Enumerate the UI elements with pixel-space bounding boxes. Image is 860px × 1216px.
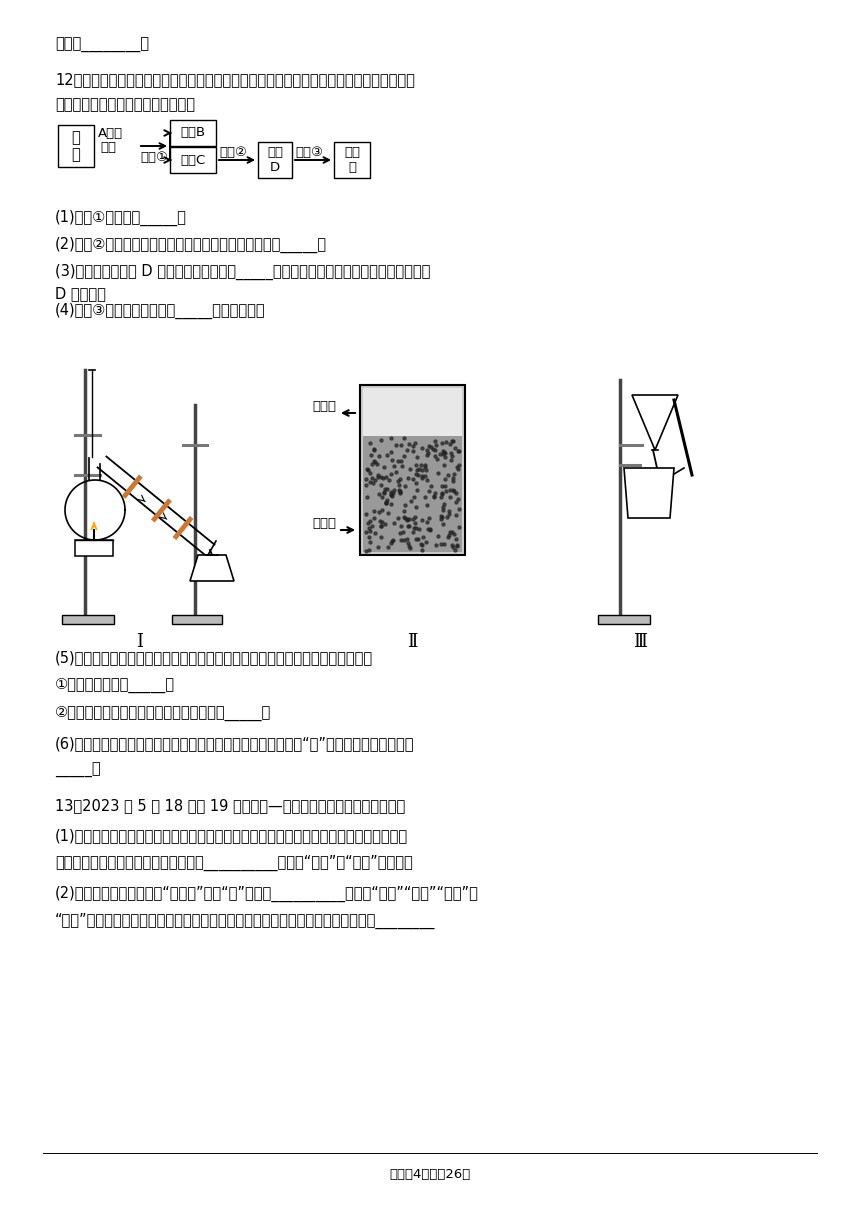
Bar xyxy=(170,147,216,173)
Polygon shape xyxy=(640,413,670,445)
Text: (1)迎接仪式上表演了腰鼓，腰鼓鼓架要求木质坚硬、富有弹性，常见的木材有榆木、楊木: (1)迎接仪式上表演了腰鼓，腰鼓鼓架要求木质坚硬、富有弹性，常见的木材有榆木、楊… xyxy=(55,828,408,843)
Bar xyxy=(58,125,94,167)
Bar xyxy=(598,615,650,624)
Bar xyxy=(334,142,370,178)
Text: (6)矿泉水、蜡馏水、自来水和净化后的雨水都是生活中常见的“水”，其中属于纯净物的是: (6)矿泉水、蜡馏水、自来水和净化后的雨水都是生活中常见的“水”，其中属于纯净物… xyxy=(55,736,415,751)
Text: 液体
D: 液体 D xyxy=(267,146,283,174)
Bar xyxy=(75,540,113,556)
Text: “元素”），一些茶具配有茶滤，可以将茶叶和茶水分离，这个过程类似实验室中的________: “元素”），一些茶具配有茶滤，可以将茶叶和茶水分离，这个过程类似实验室中的___… xyxy=(55,913,435,929)
Text: 12．小刚收集到一瓶浑流的河水，他要模拟自来水厂的净水过程，最终制成蜡馏水。其实验: 12．小刚收集到一瓶浑流的河水，他要模拟自来水厂的净水过程，最终制成蜡馏水。其实… xyxy=(55,72,415,88)
Text: (2)操作②主要是除去一些异味和色素，应选用的物质是_____。: (2)操作②主要是除去一些异味和色素，应选用的物质是_____。 xyxy=(55,237,327,253)
Text: 操作②: 操作② xyxy=(219,146,247,159)
Bar xyxy=(170,120,216,146)
Polygon shape xyxy=(632,395,678,450)
Text: D 是硬水。: D 是硬水。 xyxy=(55,286,106,302)
Polygon shape xyxy=(624,468,674,518)
Text: 出水口: 出水口 xyxy=(312,400,336,413)
Text: ②过滤后发现，滤液他浑流。可能的原因是_____。: ②过滤后发现，滤液他浑流。可能的原因是_____。 xyxy=(55,706,271,721)
Text: (5)实验室的过滤操作必须使用的仪器有：烧杯、漏斗、玻璃棒、铁架台、滤纸。: (5)实验室的过滤操作必须使用的仪器有：烧杯、漏斗、玻璃棒、铁架台、滤纸。 xyxy=(55,651,373,665)
Bar xyxy=(62,615,114,624)
Text: 操作③: 操作③ xyxy=(295,146,322,159)
Text: 固体B: 固体B xyxy=(181,126,206,140)
Bar xyxy=(258,142,292,178)
Text: ①玻璃棒的作用是_____。: ①玻璃棒的作用是_____。 xyxy=(55,679,175,693)
Text: 等。将木材加工成圆形的鼓架发生的是__________（选填“物理”或“化学”）变化。: 等。将木材加工成圆形的鼓架发生的是__________（选填“物理”或“化学”）… xyxy=(55,855,413,871)
Text: (4)操作③应选用下图装置的_____（填序号）。: (4)操作③应选用下图装置的_____（填序号）。 xyxy=(55,303,266,320)
Text: A物质: A物质 xyxy=(98,126,123,140)
Text: Ⅱ: Ⅱ xyxy=(408,634,418,651)
Bar xyxy=(363,388,462,437)
Bar xyxy=(172,615,222,624)
Text: 操作①: 操作① xyxy=(140,151,168,164)
Text: (1)操作①的名称是_____。: (1)操作①的名称是_____。 xyxy=(55,210,187,226)
Text: _____。: _____。 xyxy=(55,762,101,778)
Text: (2)会议期间供客人饮用的“富硒茶”中的“硒”指的是__________（选填“分子”“原子”“离子”或: (2)会议期间供客人饮用的“富硒茶”中的“硒”指的是__________（选填“… xyxy=(55,886,479,902)
Text: (3)小刚取少量液体 D 于试管中，加入少量_____，振荡，发现有大量浮渣产生，说明液体: (3)小刚取少量液体 D 于试管中，加入少量_____，振荡，发现有大量浮渣产生… xyxy=(55,264,430,280)
Polygon shape xyxy=(190,554,234,581)
Text: 蒸馏
水: 蒸馏 水 xyxy=(344,146,360,174)
Polygon shape xyxy=(91,522,97,530)
Text: 静置: 静置 xyxy=(100,141,116,154)
Text: 河
水: 河 水 xyxy=(71,130,80,162)
Text: 答案第4页，全26页: 答案第4页，全26页 xyxy=(390,1169,470,1181)
Text: Ⅰ: Ⅰ xyxy=(137,634,144,651)
Bar xyxy=(363,437,462,552)
Text: Ⅲ: Ⅲ xyxy=(633,634,647,651)
Text: 学式为________。: 学式为________。 xyxy=(55,38,149,54)
Text: 入水口: 入水口 xyxy=(312,517,336,530)
Text: 过程如下图所示。请回答以下问题。: 过程如下图所示。请回答以下问题。 xyxy=(55,97,195,112)
Text: 13．2023 年 5 月 18 日至 19 日，中国—中亚峰会在陕西省西安市举行。: 13．2023 年 5 月 18 日至 19 日，中国—中亚峰会在陕西省西安市举… xyxy=(55,798,405,814)
Text: 液体C: 液体C xyxy=(181,153,206,167)
Bar xyxy=(360,385,465,554)
